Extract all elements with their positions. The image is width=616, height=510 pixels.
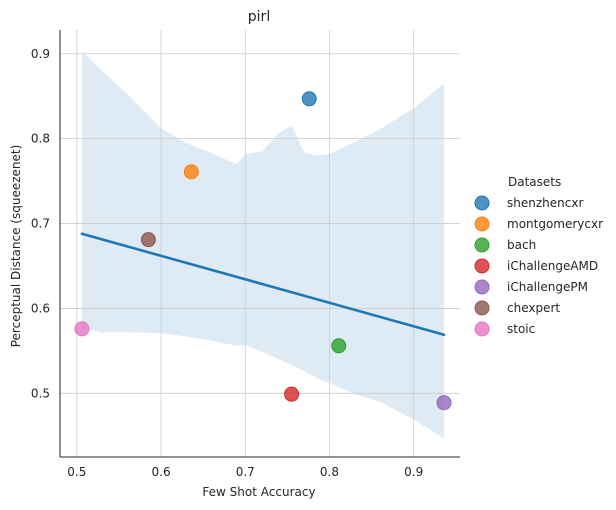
point-shenzhencxr — [301, 91, 317, 107]
chart-title: pirl — [248, 9, 270, 25]
legend-marker-iChallengeAMD — [474, 258, 490, 274]
axis-spines — [59, 30, 460, 458]
x-axis-label: Few Shot Accuracy — [202, 485, 315, 499]
legend-label: iChallengePM — [507, 280, 588, 294]
x-tick-label: 0.9 — [404, 465, 423, 479]
x-tick-labels: 0.5 0.6 0.7 0.8 0.9 — [67, 465, 423, 479]
points-layer — [74, 91, 452, 411]
x-tick-label: 0.7 — [236, 465, 255, 479]
point-montgomerycxr — [183, 164, 199, 180]
y-tick-label: 0.5 — [31, 386, 50, 400]
y-tick-label: 0.7 — [31, 217, 50, 231]
point-stoic — [74, 321, 90, 337]
legend-label: stoic — [507, 322, 535, 336]
legend-marker-montgomerycxr — [474, 216, 490, 232]
x-tick-label: 0.5 — [67, 465, 86, 479]
legend-title: Datasets — [508, 175, 561, 189]
point-bach — [331, 338, 347, 354]
point-iChallengePM — [436, 395, 452, 411]
regression-line — [80, 232, 446, 337]
legend: Datasets shenzhencxr montgomerycxr bach iCh… — [474, 175, 603, 337]
grid-layer — [60, 30, 460, 457]
legend-label: shenzhencxr — [507, 196, 583, 210]
x-tick-label: 0.6 — [152, 465, 171, 479]
legend-marker-shenzhencxr — [474, 195, 490, 211]
legend-label: bach — [507, 238, 536, 252]
point-chexpert — [140, 232, 156, 248]
y-tick-label: 0.8 — [31, 132, 50, 146]
confidence-band — [81, 51, 445, 439]
legend-marker-stoic — [474, 321, 490, 337]
y-tick-labels: 0.5 0.6 0.7 0.8 0.9 — [31, 47, 50, 401]
legend-marker-bach — [474, 237, 490, 253]
y-tick-label: 0.6 — [31, 301, 50, 315]
legend-marker-iChallengePM — [474, 279, 490, 295]
confidence-band-layer — [81, 51, 445, 439]
regression-layer — [80, 232, 446, 337]
y-axis-label: Perceptual Distance (squeezenet) — [9, 145, 23, 348]
legend-label: chexpert — [507, 301, 560, 315]
legend-label: iChallengeAMD — [507, 259, 598, 273]
point-iChallengeAMD — [284, 386, 300, 402]
legend-label: montgomerycxr — [507, 217, 603, 231]
x-tick-label: 0.8 — [320, 465, 339, 479]
y-tick-label: 0.9 — [31, 47, 50, 61]
legend-marker-chexpert — [474, 300, 490, 316]
